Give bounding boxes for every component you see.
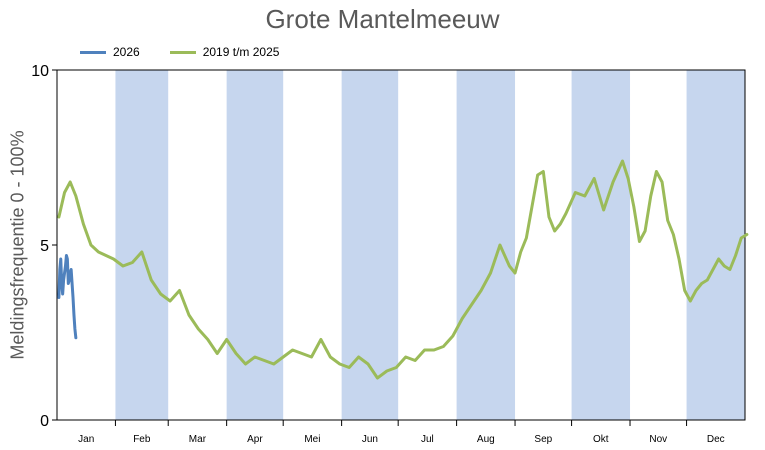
month-band-dec xyxy=(686,70,745,420)
legend-item-2019-2025: 2019 t/m 2025 xyxy=(169,45,280,59)
x-tick-label-jun: Jun xyxy=(362,434,378,445)
x-tick-label-jan: Jan xyxy=(78,434,94,445)
x-tick-label-feb: Feb xyxy=(133,434,151,445)
month-band-apr xyxy=(226,70,284,420)
chart-title: Grote Mantelmeeuw xyxy=(265,4,500,34)
month-band-jun xyxy=(341,70,399,420)
legend-swatch-2019-2025 xyxy=(169,50,196,54)
x-tick-label-mei: Mei xyxy=(304,434,320,445)
y-tick-label-0: 0 xyxy=(40,413,49,430)
month-band-feb xyxy=(115,70,169,420)
month-band-aug xyxy=(456,70,516,420)
legend-swatch-2026 xyxy=(80,50,106,54)
month-band-okt xyxy=(571,70,631,420)
x-tick-label-sep: Sep xyxy=(534,434,552,445)
x-tick-label-jul: Jul xyxy=(421,434,434,445)
x-tick-label-mar: Mar xyxy=(189,434,207,445)
series-line-2026 xyxy=(57,254,78,340)
x-tick-label-okt: Okt xyxy=(593,434,609,445)
legend: 2026 2019 t/m 2025 xyxy=(80,44,309,60)
legend-label-2019-2025: 2019 t/m 2025 xyxy=(202,45,280,59)
x-tick-label-aug: Aug xyxy=(477,434,495,445)
x-tick-label-dec: Dec xyxy=(707,434,725,445)
x-tick-label-apr: Apr xyxy=(247,434,263,445)
x-tick-label-nov: Nov xyxy=(649,434,667,445)
legend-item-2026: 2026 xyxy=(80,45,140,59)
y-tick-label-5: 5 xyxy=(40,238,49,255)
legend-label-2026: 2026 xyxy=(113,45,140,59)
y-tick-label-10: 10 xyxy=(31,63,49,80)
series-line-2019-2025 xyxy=(57,159,749,380)
